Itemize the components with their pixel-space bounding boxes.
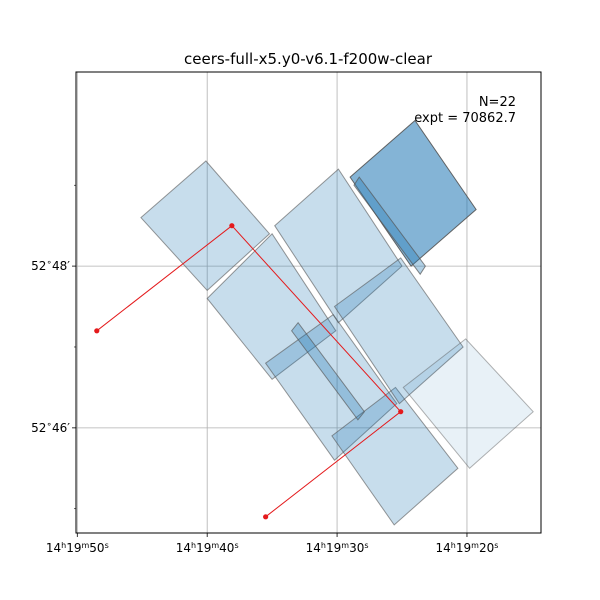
footprint-polygon [353,176,427,276]
tick-layer: 14h19m50s 14h19m40s 14h19m30s 14h19m20s 52∘4… [31,184,499,556]
footprint-polygon [140,160,271,292]
exposure-annotation: expt = 70862.7 [414,111,516,126]
footprint-polygon [290,321,366,421]
footprint-polygon [274,168,403,324]
plot-frame [75,71,542,534]
y-tick-label: 52∘46′ [31,420,70,435]
y-tick-label: 52∘48′ [31,258,70,273]
footprint-polygon [206,233,337,380]
footprint-layer [140,119,534,526]
footprint-polygon [402,338,534,470]
grid-lines [76,72,541,533]
chart-title: ceers-full-x5.y0-v6.1-f200w-clear [184,50,433,68]
footprint-polygon [349,119,477,267]
track-layer [94,223,404,520]
track-line [96,225,402,518]
footprint-polygon [333,257,464,405]
footprint-polygon [331,386,459,526]
track-point [398,409,404,415]
x-tick-label: 14h19m30s [306,541,369,556]
track-point [229,223,235,229]
count-annotation: N=22 [479,95,516,110]
track-point [94,328,100,334]
x-tick-label: 14h19m20s [436,541,499,556]
x-tick-label: 14h19m40s [176,541,239,556]
x-tick-label: 14h19m50s [46,541,109,556]
track-point [263,514,269,520]
footprint-polygon [264,313,398,461]
